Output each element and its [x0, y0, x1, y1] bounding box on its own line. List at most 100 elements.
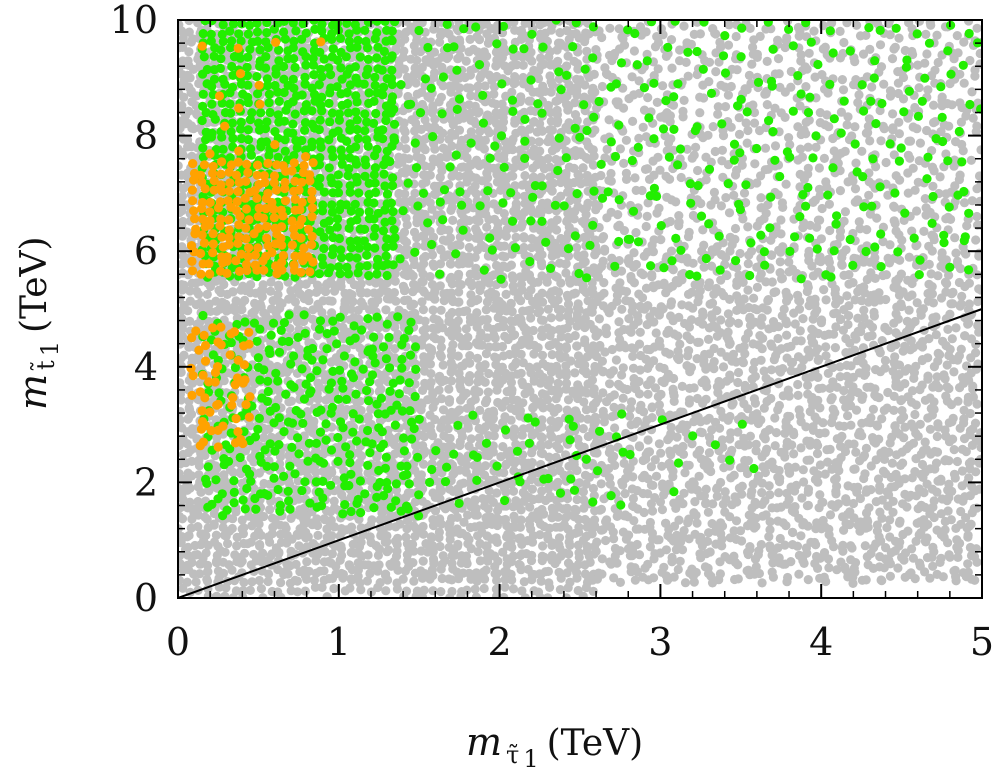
- all-points-point: [821, 295, 831, 305]
- all-points-point: [474, 234, 484, 244]
- all-points-point: [237, 304, 247, 315]
- all-points-point: [730, 223, 741, 234]
- all-points-point: [545, 133, 555, 143]
- all-points-point: [435, 172, 445, 182]
- all-points-point: [482, 222, 492, 232]
- all-points-point: [430, 294, 440, 304]
- all-points-point: [783, 20, 793, 26]
- all-points-point: [581, 153, 591, 163]
- all-points-point: [356, 297, 366, 307]
- all-points-point: [894, 33, 904, 43]
- all-points-point: [564, 306, 574, 316]
- all-points-point: [420, 332, 430, 342]
- all-points-point: [587, 307, 597, 317]
- all-points-point: [875, 40, 886, 50]
- all-points-point: [743, 285, 753, 295]
- all-points-point: [773, 333, 783, 344]
- all-points-point: [628, 116, 638, 126]
- all-points-point: [475, 340, 485, 350]
- all-points-point: [723, 40, 734, 50]
- all-points-point: [507, 271, 517, 281]
- all-points-point: [569, 163, 579, 173]
- all-points-point: [473, 108, 483, 118]
- all-points-point: [852, 20, 862, 30]
- all-points-point: [935, 557, 945, 568]
- all-points-point: [679, 95, 689, 105]
- all-points-point: [246, 280, 256, 290]
- all-points-point: [840, 207, 851, 217]
- all-points-point: [430, 114, 440, 124]
- all-points-point: [255, 299, 265, 309]
- all-points-point: [480, 81, 490, 91]
- all-points-point: [572, 115, 582, 126]
- all-points-point: [801, 82, 811, 92]
- all-points-point: [684, 534, 694, 544]
- all-points-point: [661, 51, 672, 62]
- all-points-point: [895, 175, 905, 185]
- all-points-point: [535, 204, 545, 214]
- all-points-point: [562, 323, 573, 333]
- all-points-point: [463, 341, 473, 351]
- all-points-point: [466, 91, 476, 101]
- all-points-point: [643, 93, 653, 103]
- all-points-point: [655, 165, 665, 175]
- all-points-point: [518, 60, 528, 70]
- all-points-point: [744, 70, 755, 80]
- all-points-point: [418, 277, 428, 287]
- all-points-point: [479, 144, 489, 154]
- all-points-point: [971, 235, 981, 245]
- all-points-point: [489, 303, 499, 313]
- all-points-point: [561, 259, 571, 269]
- all-points-point: [762, 305, 772, 315]
- all-points-point: [631, 259, 642, 270]
- all-points-point: [597, 81, 608, 92]
- all-points-point: [634, 76, 644, 86]
- all-points-point: [546, 313, 556, 323]
- all-points-point: [781, 521, 791, 531]
- all-points-point: [399, 235, 409, 245]
- all-points-point: [465, 34, 475, 45]
- all-points-point: [497, 341, 508, 352]
- all-points-point: [545, 71, 555, 81]
- all-points-point: [536, 61, 546, 71]
- all-points-point: [578, 259, 588, 269]
- all-points-point: [286, 286, 296, 296]
- all-points-point: [212, 306, 222, 316]
- all-points-point: [676, 172, 686, 183]
- all-points-point: [535, 88, 546, 98]
- all-points-point: [462, 306, 472, 316]
- all-points-point: [587, 87, 597, 97]
- all-points-point: [607, 253, 617, 263]
- all-points-point: [747, 59, 757, 69]
- all-points-point: [710, 146, 720, 157]
- all-points-point: [527, 56, 537, 66]
- all-points-point: [479, 242, 489, 253]
- all-points-point: [311, 287, 321, 297]
- all-points-point: [318, 296, 328, 306]
- all-points-point: [275, 303, 285, 313]
- all-points-point: [814, 163, 825, 173]
- all-points-point: [444, 225, 454, 235]
- all-points-point: [491, 61, 501, 71]
- all-points-point: [693, 165, 703, 176]
- all-points-point: [535, 306, 545, 316]
- all-points-point: [425, 359, 435, 369]
- all-points-point: [752, 221, 762, 231]
- all-points-point: [894, 129, 905, 139]
- all-points-point: [570, 331, 580, 341]
- all-points-point: [178, 294, 185, 304]
- all-points-point: [436, 161, 447, 171]
- all-points-point: [408, 271, 418, 281]
- all-points-point: [553, 116, 563, 126]
- all-points-point: [427, 280, 438, 290]
- all-points-point: [824, 199, 835, 209]
- all-points-point: [797, 152, 808, 162]
- all-points-point: [453, 54, 463, 64]
- all-points-point: [501, 231, 511, 241]
- all-points-point: [509, 52, 519, 62]
- all-points-point: [428, 305, 438, 315]
- all-points-point: [353, 305, 363, 315]
- all-points-point: [850, 122, 860, 132]
- all-points-point: [572, 243, 582, 253]
- all-points-point: [533, 277, 543, 287]
